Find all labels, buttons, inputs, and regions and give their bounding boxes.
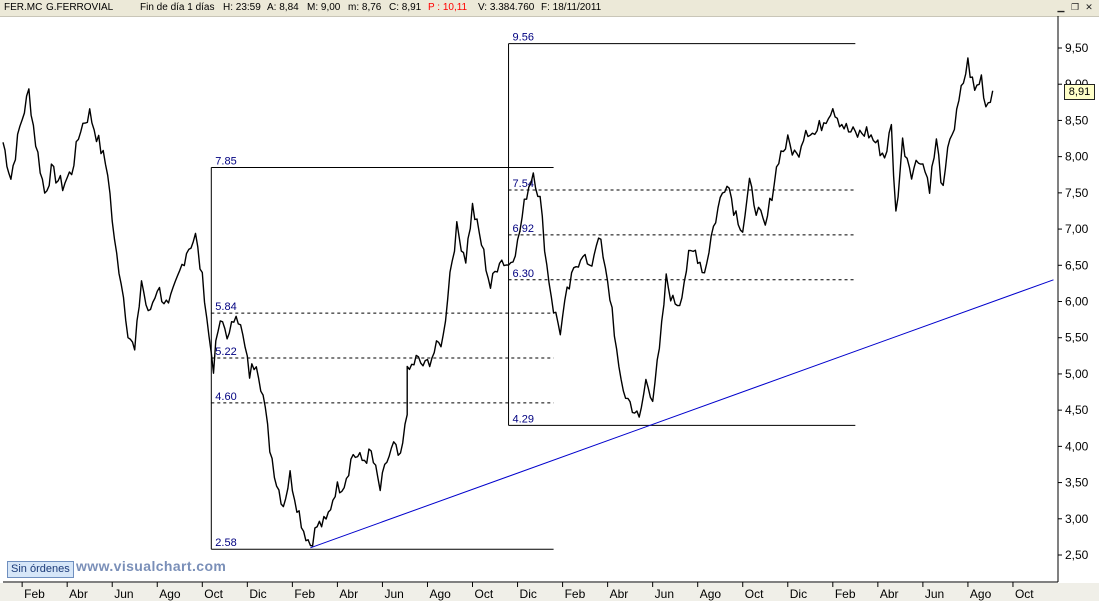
close-value: C: 8,91	[389, 2, 422, 13]
y-tick-label: 3,50	[1065, 476, 1089, 490]
orders-status-button[interactable]: Sin órdenes	[7, 561, 74, 578]
x-tick-label: Dic	[249, 587, 266, 601]
x-tick-label: Abr	[339, 587, 358, 601]
x-tick-label: Jun	[655, 587, 674, 601]
y-tick-label: 5,50	[1065, 331, 1089, 345]
y-tick-label: 2,50	[1065, 548, 1089, 562]
minimize-icon[interactable]: ▁	[1057, 2, 1065, 12]
x-tick-label: Oct	[1015, 587, 1034, 601]
fib-level-label: 2.58	[215, 537, 236, 549]
date-value: F: 18/11/2011	[541, 2, 602, 13]
price-series-line	[2, 57, 994, 547]
x-tick-label: Oct	[475, 587, 494, 601]
p-value: P : 10,11	[428, 2, 468, 13]
fibonacci-layer: 7.855.845.224.602.589.567.546.926.304.29	[210, 32, 856, 550]
x-tick-label: Feb	[835, 587, 856, 601]
x-tick-label: Abr	[610, 587, 629, 601]
open-value: A: 8,84	[267, 2, 299, 13]
x-tick-label: Jun	[114, 587, 133, 601]
y-axis: 9,509,008,508,007,507,006,506,005,505,00…	[1057, 16, 1089, 582]
close-icon[interactable]: ✕	[1085, 2, 1093, 12]
y-tick-label: 7,00	[1065, 222, 1089, 236]
x-tick-label: Ago	[970, 587, 992, 601]
x-axis-band	[0, 583, 1099, 601]
chart-title-bar: FER.MC G.FERROVIAL Fin de día 1 días H: …	[0, 0, 1099, 17]
fib-level-label: 6.92	[513, 223, 534, 235]
last-price-tag: 8,91	[1064, 84, 1095, 100]
y-tick-label: 5,00	[1065, 367, 1089, 381]
fib-level-label: 7.85	[215, 156, 236, 168]
max-value: M: 9,00	[307, 2, 341, 13]
x-tick-label: Oct	[204, 587, 223, 601]
x-tick-label: Dic	[520, 587, 537, 601]
window-controls: ▁ ❐ ✕	[1055, 1, 1095, 13]
x-tick-label: Feb	[294, 587, 315, 601]
instrument-name: G.FERROVIAL	[46, 2, 114, 13]
x-tick-label: Ago	[700, 587, 722, 601]
x-tick-label: Ago	[159, 587, 181, 601]
x-tick-label: Feb	[24, 587, 45, 601]
y-tick-label: 8,50	[1065, 113, 1089, 127]
restore-icon[interactable]: ❐	[1070, 2, 1080, 12]
x-tick-label: Abr	[880, 587, 899, 601]
y-tick-label: 9,50	[1065, 41, 1089, 55]
period-label: Fin de día 1 días	[140, 2, 215, 13]
volume-value: V: 3.384.760	[478, 2, 535, 13]
y-tick-label: 6,00	[1065, 295, 1089, 309]
x-tick-label: Feb	[565, 587, 586, 601]
x-tick-label: Abr	[69, 587, 88, 601]
min-value: m: 8,76	[348, 2, 382, 13]
y-tick-label: 8,00	[1065, 150, 1089, 164]
y-tick-label: 7,50	[1065, 186, 1089, 200]
fib-level-label: 4.29	[513, 413, 534, 425]
x-tick-label: Ago	[429, 587, 451, 601]
symbol-label: FER.MC	[4, 2, 43, 13]
x-tick-label: Dic	[790, 587, 807, 601]
y-tick-label: 4,50	[1065, 403, 1089, 417]
fib-level-label: 5.22	[215, 346, 236, 358]
fib-level-label: 9.56	[513, 32, 534, 44]
fib-level-label: 4.60	[215, 391, 236, 403]
y-tick-label: 6,50	[1065, 258, 1089, 272]
y-tick-label: 3,00	[1065, 512, 1089, 526]
x-tick-label: Oct	[745, 587, 764, 601]
x-tick-label: Jun	[384, 587, 403, 601]
x-axis: Feb Abr Jun Ago Oct Dic Feb Abr Jun Ago Oct Dic Feb A…	[0, 581, 1099, 601]
x-tick-label: Jun	[925, 587, 944, 601]
fib-level-label: 5.84	[215, 301, 236, 313]
y-tick-label: 4,00	[1065, 439, 1089, 453]
trendline	[310, 279, 1054, 549]
hour-value: H: 23:59	[223, 2, 261, 13]
brand-watermark: www.visualchart.com	[76, 558, 227, 574]
series-layer	[2, 57, 1054, 549]
fib-level-label: 6.30	[513, 268, 534, 280]
